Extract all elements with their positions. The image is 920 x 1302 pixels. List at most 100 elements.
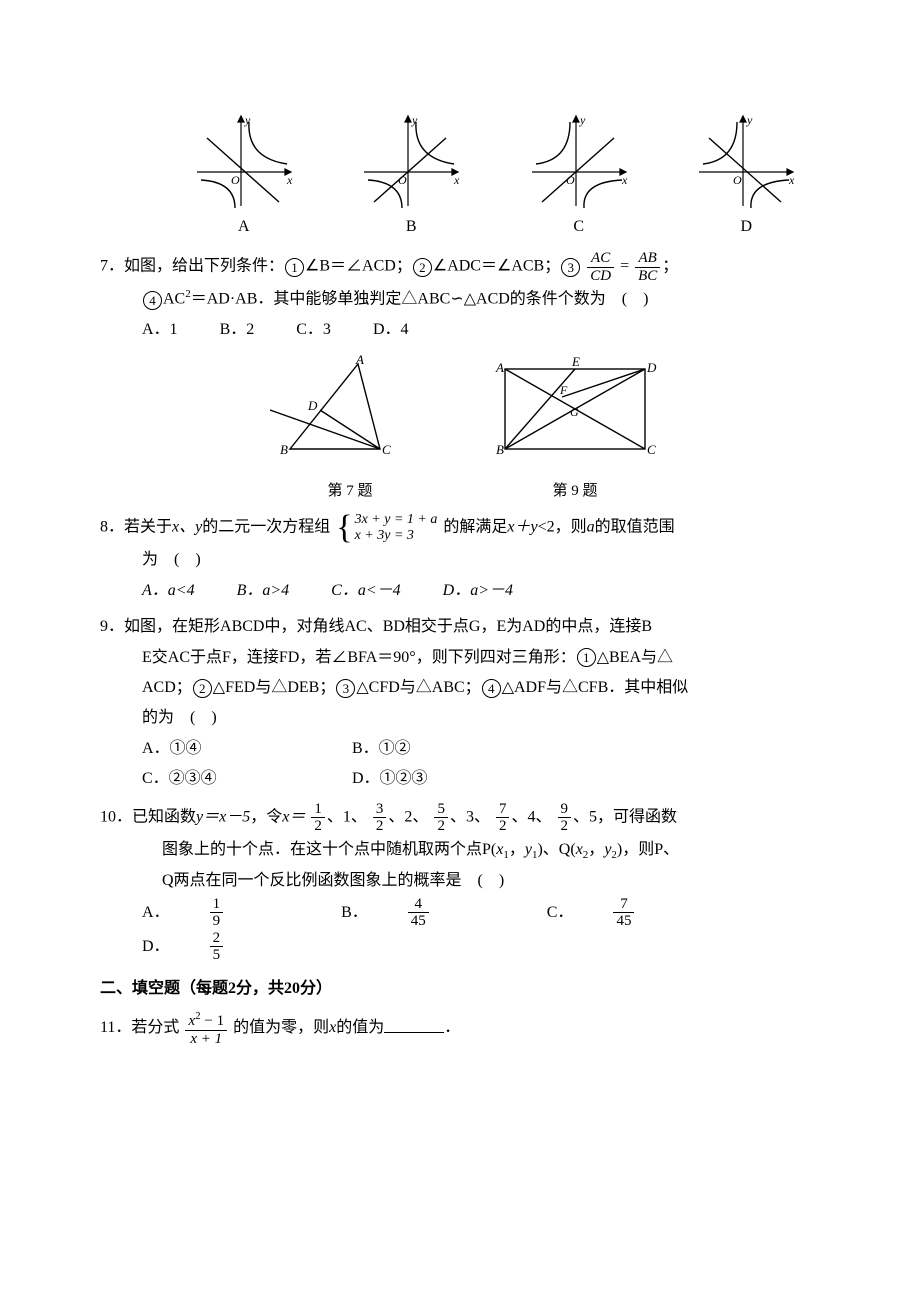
q9-l2: E交AC于点F，连接FD，若∠BFA＝90°，则下列四对三角形：1△BEA与△ bbox=[142, 643, 830, 673]
q10-f3: 52 bbox=[434, 801, 448, 835]
q9-c4: 4 bbox=[482, 679, 501, 698]
circled-1: 1 bbox=[285, 258, 304, 277]
q9-l2a: E交AC于点F，连接FD，若∠BFA＝90°，则下列四对三角形： bbox=[142, 649, 576, 666]
q10-opt-C: C．745 bbox=[547, 896, 711, 930]
svg-text:x: x bbox=[621, 173, 628, 187]
q7-c3-post: ； bbox=[662, 258, 678, 275]
circled-3: 3 bbox=[561, 258, 580, 277]
q8-number: 8． bbox=[100, 519, 124, 536]
q10-xeq: x＝ bbox=[282, 808, 305, 825]
q10-l2b: )、Q( bbox=[537, 841, 575, 858]
figure-7-label: 第 7 题 bbox=[270, 477, 430, 506]
graph-C: y x O C bbox=[524, 110, 634, 242]
q7-opt-A: A．1 bbox=[142, 315, 178, 345]
q10-l3: Q两点在同一个反比例函数图象上的概率是 ( ) bbox=[162, 866, 830, 896]
q10-options: A．19 B．445 C．745 D．25 bbox=[142, 896, 830, 964]
graph-B-svg: y x O bbox=[356, 110, 466, 210]
svg-text:y: y bbox=[244, 113, 251, 127]
svg-text:B: B bbox=[280, 442, 288, 457]
svg-text:x: x bbox=[286, 173, 293, 187]
q7-line2: 4AC2＝AD·AB．其中能够单独判定△ABC∽△ACD的条件个数为 ( ) bbox=[142, 284, 830, 315]
q8-options: A．a<4 B．a>4 C．a<－4 D．a>－4 bbox=[142, 576, 830, 606]
graph-D-label: D bbox=[691, 212, 801, 242]
q8-b: 的二元一次方程组 bbox=[202, 519, 330, 536]
q8-sys1: 3x + y = 1 + a bbox=[355, 512, 438, 529]
q9-p4: △ADF与△CFB．其中相似 bbox=[502, 679, 689, 696]
circled-2: 2 bbox=[413, 258, 432, 277]
figure-9-label: 第 9 题 bbox=[490, 477, 660, 506]
circled-4: 4 bbox=[143, 291, 162, 310]
q9-l3: ACD；2△FED与△DEB；3△CFD与△ABC；4△ADF与△CFB．其中相… bbox=[142, 673, 830, 703]
section-2-heading: 二、填空题（每题2分，共20分） bbox=[100, 974, 830, 1004]
svg-text:B: B bbox=[496, 442, 504, 457]
q10-c: ，可得函数 bbox=[597, 808, 677, 825]
q9-l1: 如图，在矩形ABCD中，对角线AC、BD相交于点G，E为AD的中点，连接B bbox=[124, 618, 652, 635]
q10-f4: 72 bbox=[496, 801, 510, 835]
graph-A: y x O A bbox=[189, 110, 299, 242]
q7-stem-a: 如图，给出下列条件： bbox=[124, 258, 284, 275]
q7-rest: ＝AD·AB．其中能够单独判定△ABC∽△ACD的条件个数为 ( ) bbox=[191, 291, 649, 308]
q9-p2: △FED与△DEB； bbox=[213, 679, 336, 696]
q9-l4: 的为 ( ) bbox=[142, 703, 830, 733]
q9-c1: 1 bbox=[577, 648, 596, 667]
q10-b: ，令 bbox=[250, 808, 282, 825]
graph-A-label: A bbox=[189, 212, 299, 242]
q11-frac: x2 − 1 x + 1 bbox=[185, 1010, 227, 1047]
q8-c: 的解满足 bbox=[443, 519, 507, 536]
question-10: 10．已知函数y＝x－5，令x＝ 12、1、 32、2、 52、3、 72、4、… bbox=[100, 801, 830, 964]
q11-a: 若分式 bbox=[131, 1020, 179, 1037]
q9-p1: △BEA与△ bbox=[597, 649, 673, 666]
svg-text:D: D bbox=[646, 360, 657, 375]
svg-text:C: C bbox=[647, 442, 656, 457]
q8-xy: x、y bbox=[172, 519, 202, 536]
figure-7-svg: A B C D bbox=[270, 354, 430, 464]
q7-number: 7． bbox=[100, 258, 124, 275]
q9-l3t: ACD； bbox=[142, 679, 192, 696]
q10-opt-A: A．19 bbox=[142, 896, 299, 930]
q7-opt-D: D．4 bbox=[373, 315, 409, 345]
q7-eq: = bbox=[616, 258, 633, 275]
question-11: 11．若分式 x2 − 1 x + 1 的值为零，则x的值为． bbox=[100, 1010, 830, 1047]
q8-d: 的取值范围 bbox=[595, 519, 675, 536]
q7-c1: ∠B＝∠ACD； bbox=[305, 258, 412, 275]
q10-number: 10． bbox=[100, 808, 132, 825]
graph-A-svg: y x O bbox=[189, 110, 299, 210]
q10-f1: 12 bbox=[311, 801, 325, 835]
q10-opt-B: B．445 bbox=[341, 896, 505, 930]
q11-c: 的值为 bbox=[336, 1020, 384, 1037]
svg-text:D: D bbox=[307, 398, 318, 413]
q10-i3: 3 bbox=[466, 808, 474, 825]
svg-text:F: F bbox=[559, 383, 568, 397]
q10-opt-D: D．25 bbox=[142, 930, 299, 964]
svg-text:x: x bbox=[788, 173, 795, 187]
q10-i4: 4 bbox=[527, 808, 535, 825]
q9-opt-A: A．①④ bbox=[142, 734, 352, 764]
svg-text:A: A bbox=[355, 354, 364, 367]
svg-text:G: G bbox=[570, 405, 579, 419]
q7-opt-B: B．2 bbox=[220, 315, 255, 345]
graph-C-svg: y x O bbox=[524, 110, 634, 210]
q8-line2: 为 ( ) bbox=[142, 545, 830, 575]
q9-opt-D: D．①②③ bbox=[352, 764, 562, 794]
q7-ac: AC bbox=[163, 291, 185, 308]
q9-c2: 2 bbox=[193, 679, 212, 698]
graph-B: y x O B bbox=[356, 110, 466, 242]
q10-fn: y＝x－5 bbox=[196, 808, 250, 825]
q10-l2a: 图象上的十个点．在这十个点中随机取两个点P( bbox=[162, 841, 496, 858]
svg-text:x: x bbox=[453, 173, 460, 187]
q11-b: 的值为零，则 bbox=[233, 1020, 329, 1037]
q10-f5: 92 bbox=[558, 801, 572, 835]
svg-text:O: O bbox=[733, 173, 742, 187]
q8-opt-B: B．a>4 bbox=[237, 576, 290, 606]
q10-f2: 32 bbox=[373, 801, 387, 835]
q11-number: 11． bbox=[100, 1020, 131, 1037]
q7-opt-C: C．3 bbox=[296, 315, 331, 345]
figure-9-svg: A E D B C F G bbox=[490, 354, 660, 464]
figure-7: A B C D 第 7 题 bbox=[270, 354, 430, 506]
graph-D-svg: y x O bbox=[691, 110, 801, 210]
svg-text:y: y bbox=[411, 113, 418, 127]
svg-text:A: A bbox=[495, 360, 504, 375]
q7-c2: ∠ADC＝∠ACB； bbox=[433, 258, 560, 275]
q7-frac1: ACCD bbox=[587, 250, 614, 284]
q10-i1: 1 bbox=[343, 808, 351, 825]
